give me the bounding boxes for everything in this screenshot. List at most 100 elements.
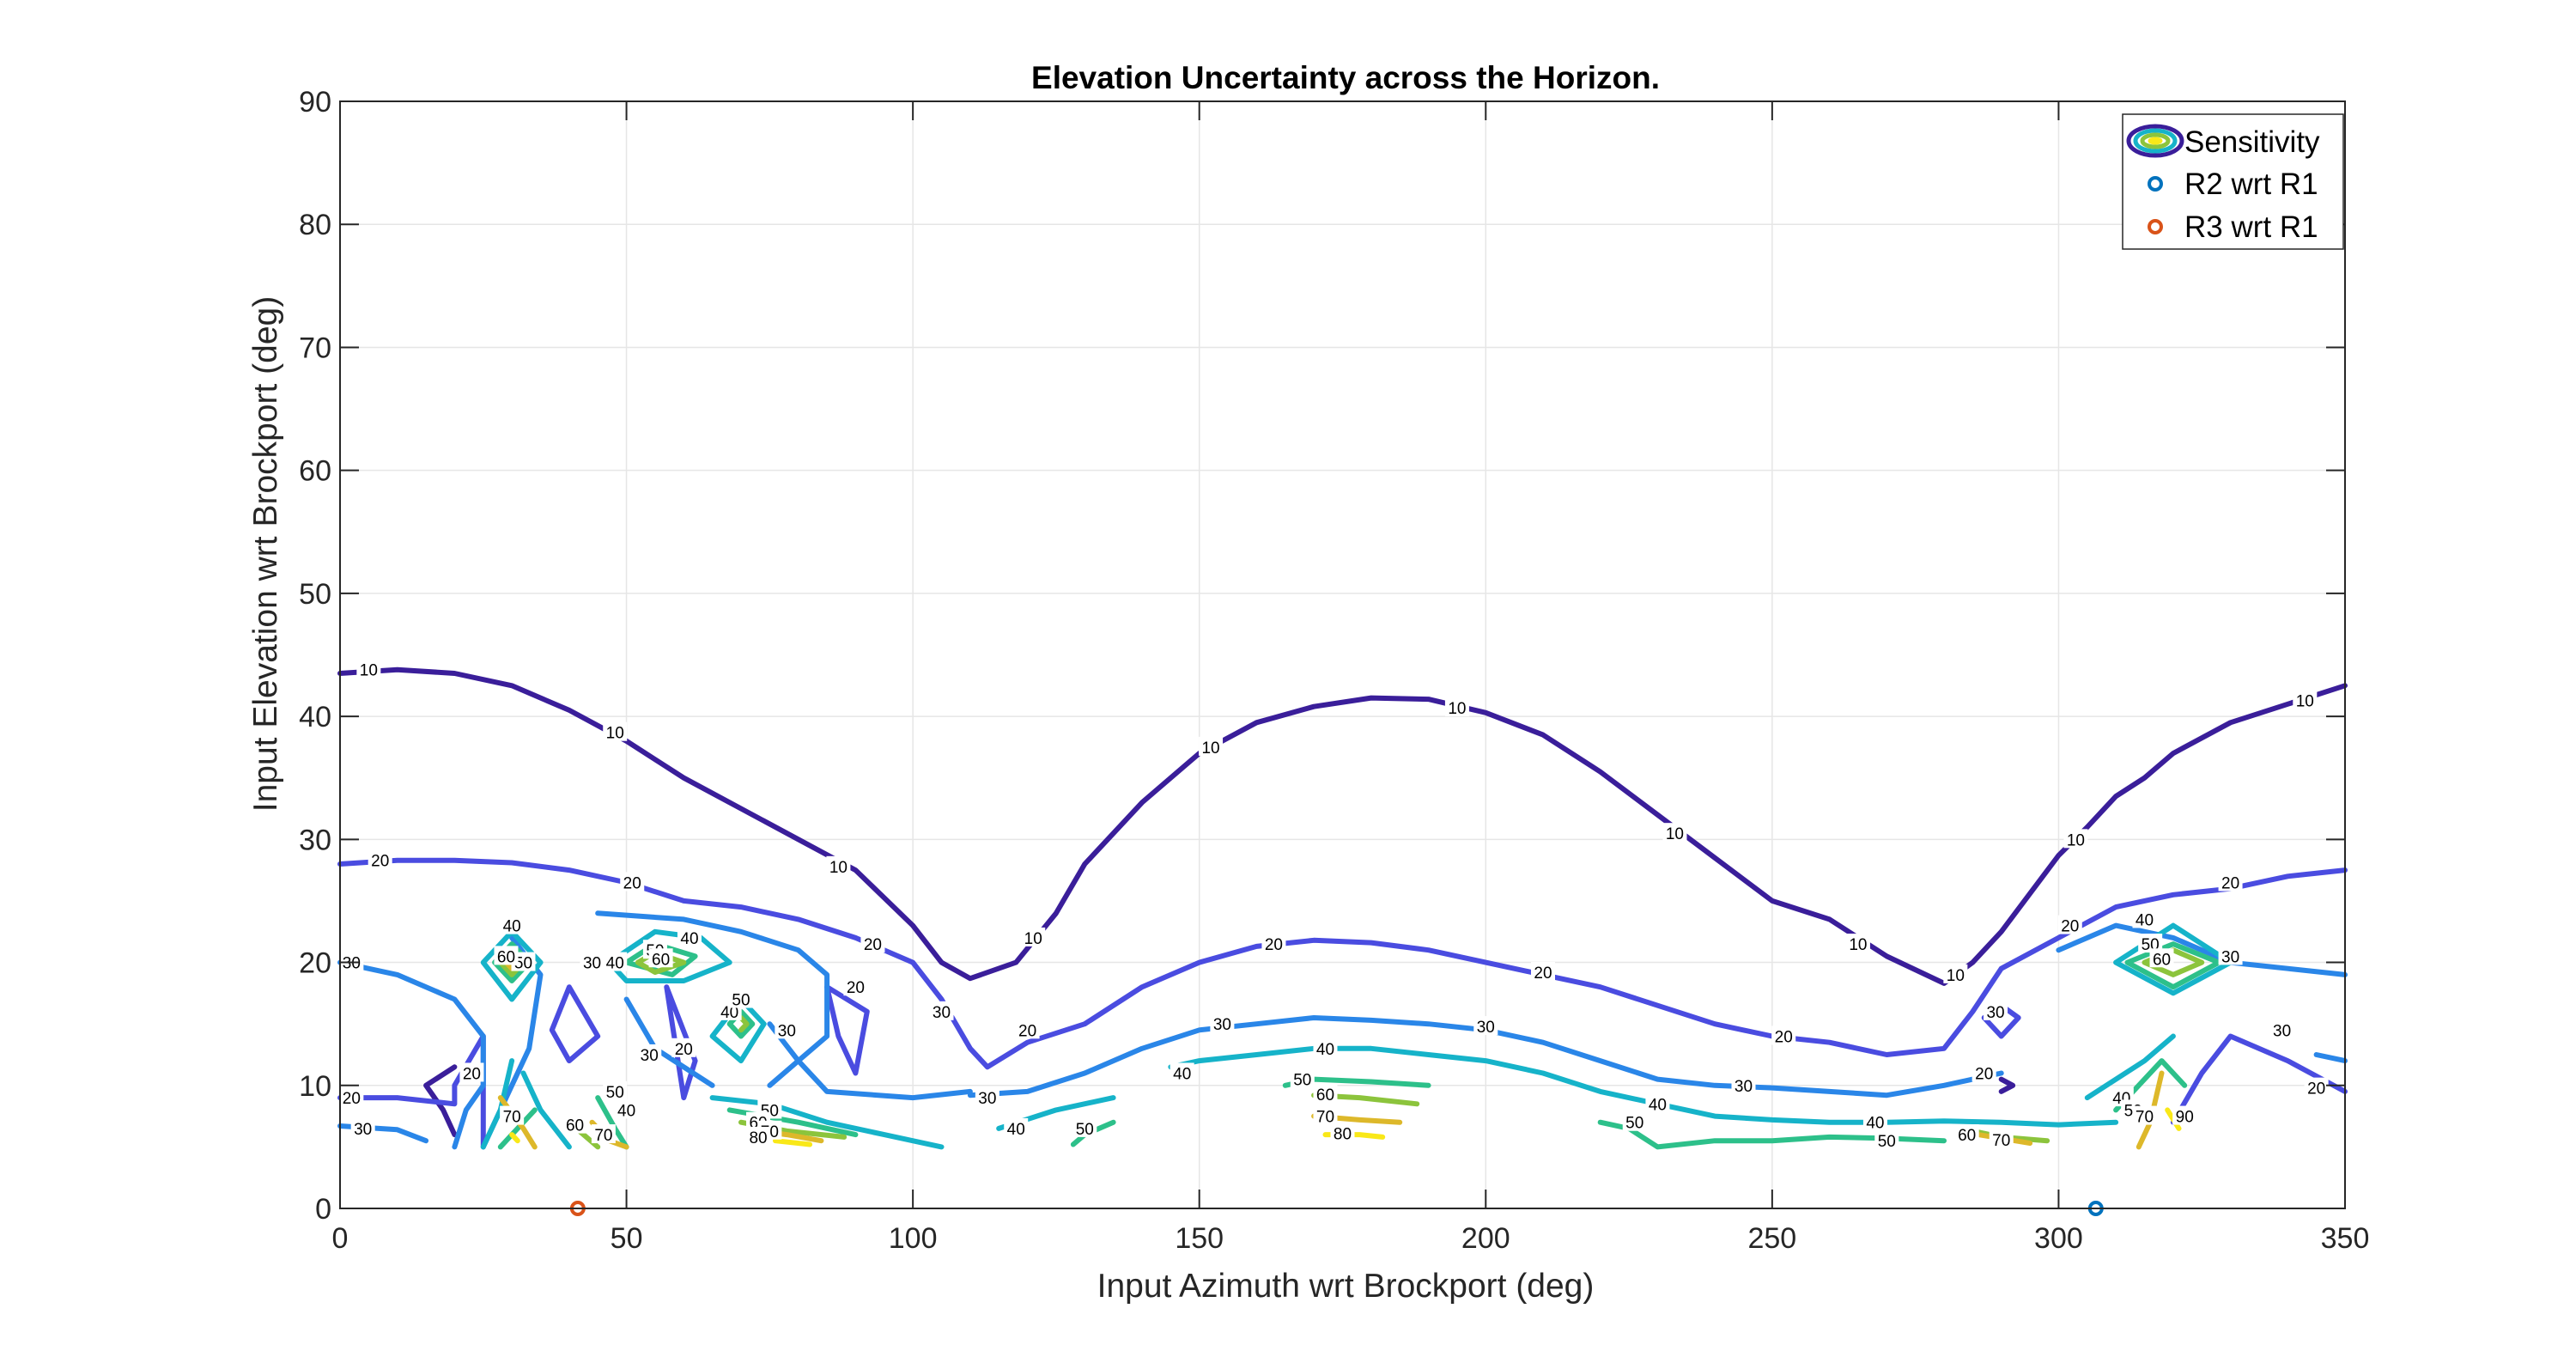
contour-label-bg <box>1771 1025 1796 1045</box>
contour-label-bg <box>637 1044 662 1063</box>
y-tick-label: 70 <box>299 332 331 364</box>
contour-label-bg <box>826 855 851 875</box>
contour-label-bg <box>1943 964 1968 983</box>
contour-label-bg <box>2269 1019 2294 1039</box>
contour-line-40 <box>520 1070 572 1150</box>
contour-label-bg <box>1662 823 1687 843</box>
contour-label-40: 40 <box>1866 1115 1884 1133</box>
contour-label-bg <box>1954 1124 1979 1144</box>
contour-label-bg <box>1645 1093 1670 1113</box>
contour-label-20: 20 <box>675 1041 693 1059</box>
contour-label-40: 40 <box>1649 1096 1667 1114</box>
contour-line-40 <box>1168 1045 2119 1128</box>
contour-label-bg <box>2304 1077 2329 1097</box>
contour-label-30: 30 <box>583 955 601 973</box>
contour-label-30: 30 <box>641 1047 659 1065</box>
contour-label-bg <box>1072 1117 1097 1137</box>
contour-label-50: 50 <box>1625 1115 1643 1133</box>
contour-label-bg <box>775 1019 799 1039</box>
contour-label-bg <box>1473 1016 1498 1036</box>
contour-label-40: 40 <box>1007 1121 1025 1139</box>
contour-label-bg <box>1261 934 1286 953</box>
plot-area <box>340 101 2345 1208</box>
contour-label-bg <box>1984 1001 2008 1020</box>
contour-label-bg <box>591 1124 616 1144</box>
contour-label-bg <box>339 1087 364 1107</box>
contour-label-10: 10 <box>1666 825 1684 843</box>
contour-label-bg <box>603 721 628 741</box>
contour-label-bg <box>350 1117 375 1137</box>
chart-title: Elevation Uncertainty across the Horizon… <box>1031 60 1660 95</box>
contour-label-50: 50 <box>514 955 532 973</box>
contour-label-20: 20 <box>1775 1028 1793 1046</box>
contour-label-bg <box>368 849 392 869</box>
contour-label-bg <box>1290 1068 1315 1088</box>
contour-label-10: 10 <box>2296 692 2314 710</box>
contour-line-20 <box>824 984 870 1076</box>
contour-label-bg <box>603 952 628 971</box>
legend: Sensitivity R2 wrt R1 R3 wrt R1 <box>2122 113 2344 250</box>
contour-label-bg <box>677 927 702 946</box>
contour-label-bg <box>2293 690 2318 709</box>
contour-line-40 <box>709 1095 945 1150</box>
contour-label-20: 20 <box>463 1065 481 1083</box>
x-axis-label: Input Azimuth wrt Brockport (deg) <box>1097 1268 1595 1305</box>
contour-line-20 <box>337 857 2348 1070</box>
contour-label-20: 20 <box>371 853 389 871</box>
contour-label-bg <box>2063 829 2088 849</box>
y-axis-label: Input Elevation wrt Brockport (deg) <box>247 296 284 812</box>
contour-label-10: 10 <box>360 662 378 680</box>
contour-label-bg <box>1731 1074 1756 1094</box>
contour-label-bg <box>746 1126 771 1146</box>
y-tick-label: 30 <box>299 824 331 856</box>
contour-label-bg <box>1622 1111 1647 1131</box>
contour-line-20 <box>549 984 601 1064</box>
contour-label-bg <box>1989 1129 2014 1148</box>
contour-label-60: 60 <box>1316 1086 1334 1105</box>
contour-label-50: 50 <box>606 1084 624 1102</box>
contour-label-bg <box>648 948 673 968</box>
contour-label-bg <box>729 989 753 1008</box>
contour-label-40: 40 <box>606 955 624 973</box>
contour-line-20 <box>2170 1033 2348 1125</box>
contour-label-20: 20 <box>1534 965 1552 983</box>
legend-label-r2: R2 wrt R1 <box>2184 167 2318 201</box>
contour-label-10: 10 <box>1024 930 1042 948</box>
contour-line-30 <box>623 996 715 1088</box>
contour-label-20: 20 <box>1018 1022 1036 1040</box>
contour-label-bg <box>1444 697 1469 717</box>
x-tick-label: 50 <box>611 1222 643 1255</box>
contour-label-50: 50 <box>1293 1072 1311 1090</box>
contour-label-80: 80 <box>749 1129 767 1147</box>
contour-label-30: 30 <box>933 1004 951 1022</box>
contour-line-80 <box>773 1138 813 1147</box>
contour-line-10 <box>1998 1076 2016 1094</box>
plot-frame <box>339 100 2346 1209</box>
contour-label-30: 30 <box>1735 1078 1753 1096</box>
contour-label-bg <box>1004 1117 1029 1137</box>
contour-label-30: 30 <box>778 1022 796 1040</box>
contour-line-30 <box>337 959 486 1150</box>
contour-label-50: 50 <box>1076 1121 1094 1139</box>
contour-label-70: 70 <box>503 1109 521 1127</box>
sensitivity-legend-icon <box>2126 124 2184 158</box>
contour-label-bg <box>1199 736 1224 756</box>
contour-label-bg <box>671 1038 696 1057</box>
contour-label-50: 50 <box>1878 1133 1896 1151</box>
legend-label-sensitivity: Sensitivity <box>2184 125 2320 159</box>
contour-label-20: 20 <box>864 936 882 954</box>
x-tick-label: 100 <box>889 1222 938 1255</box>
contour-line-30 <box>967 1015 2004 1098</box>
contour-label-30: 30 <box>1477 1019 1495 1037</box>
contour-label-bg <box>843 977 868 996</box>
contour-line-30 <box>595 910 973 1101</box>
contour-label-60: 60 <box>652 951 670 969</box>
contour-label-bg <box>459 1062 484 1082</box>
contour-label-bg <box>1021 927 1046 946</box>
y-tick-label: 50 <box>299 578 331 611</box>
contour-label-bg <box>1874 1130 1899 1150</box>
contour-label-60: 60 <box>497 948 515 966</box>
contour-label-bg <box>2218 872 2243 892</box>
contour-label-10: 10 <box>1849 936 1867 954</box>
contour-label-bg <box>975 1087 999 1107</box>
